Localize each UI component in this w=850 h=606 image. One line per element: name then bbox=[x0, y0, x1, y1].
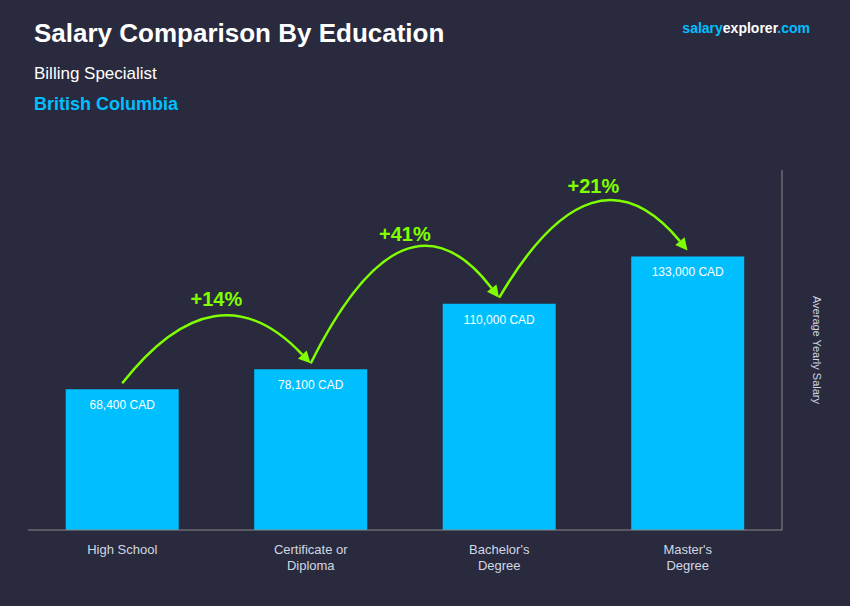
html-text:Salary Comparison By Education: Salary Comparison By Education bbox=[34, 18, 445, 48]
svg-text:+21%: +21% bbox=[568, 175, 620, 197]
html-text:salary explorer.com: salary explorer.com bbox=[682, 20, 810, 36]
svg-text:Average Yearly Salary: Average Yearly Salary bbox=[811, 296, 823, 405]
svg-text:+41%: +41% bbox=[379, 223, 431, 245]
html-text:Billing Specialist: Billing Specialist bbox=[34, 64, 157, 83]
svg-text:Bachelor'sDegree: Bachelor'sDegree bbox=[469, 542, 530, 573]
svg-text:Master'sDegree: Master'sDegree bbox=[663, 542, 712, 573]
svg-text:78,100 CAD: 78,100 CAD bbox=[278, 378, 344, 392]
svg-text:+14%: +14% bbox=[191, 288, 243, 310]
svg-text:110,000 CAD: 110,000 CAD bbox=[464, 313, 535, 327]
html-text:British Columbia: British Columbia bbox=[34, 94, 178, 114]
svg-text:133,000 CAD: 133,000 CAD bbox=[652, 265, 724, 279]
svg-text:Certificate orDiploma: Certificate orDiploma bbox=[274, 542, 348, 573]
svg-text:68,400 CAD: 68,400 CAD bbox=[90, 398, 156, 412]
svg-text:High School: High School bbox=[87, 542, 157, 557]
